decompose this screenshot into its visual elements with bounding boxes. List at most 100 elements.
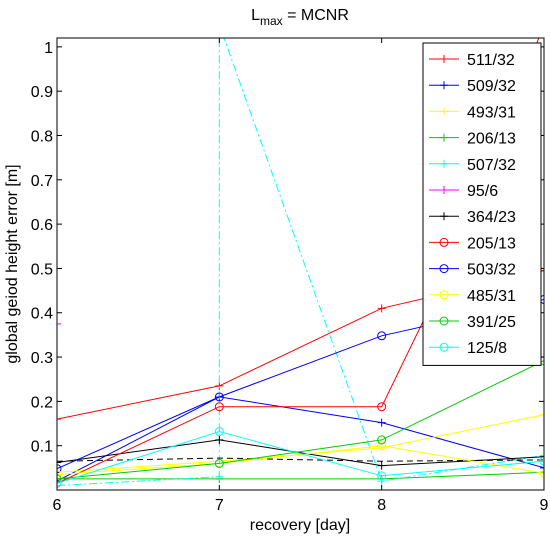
series-95-6: [57, 38, 61, 328]
legend-box: [422, 42, 542, 366]
legend-label: 511/32: [467, 52, 515, 69]
series-line: [57, 439, 544, 467]
data-point: [214, 402, 224, 412]
y-tick-label: 0.1: [31, 439, 53, 456]
series-364-23: [57, 457, 544, 462]
legend-entry: 206/13: [429, 131, 516, 148]
data-point: [57, 319, 61, 328]
legend-swatch-marker: [440, 81, 448, 90]
series-507-32: [57, 38, 544, 490]
data-point: [57, 415, 61, 424]
data-point: [214, 392, 224, 402]
legend-entry: 507/32: [429, 157, 516, 174]
y-tick-label: 0.2: [31, 394, 53, 411]
series-line: [57, 360, 544, 480]
data-point: [540, 463, 544, 472]
legend-label: 507/32: [467, 157, 516, 174]
legend-label: 205/13: [467, 235, 516, 252]
legend-entry: 364/23: [429, 209, 516, 226]
plot-frame: [56, 37, 545, 491]
chart-title-subscript: max: [260, 14, 283, 28]
axis-ticks: 6 7 8 9 0.1 0.2 0.3 0.4 0.5 0.6 0.7 0.8 0.9 1: [31, 38, 549, 514]
y-tick-label: 0.8: [31, 128, 53, 145]
y-axis-label: global geiod height error [m]: [4, 164, 21, 363]
legend-swatch-marker: [440, 159, 448, 168]
data-point: [377, 402, 387, 412]
plot-area: [57, 38, 544, 490]
x-tick-label: 6: [53, 497, 62, 514]
data-point: [377, 471, 387, 481]
data-point: [377, 304, 386, 313]
legend-swatch-marker: [439, 342, 449, 352]
legend-label: 509/32: [467, 78, 516, 95]
data-point: [539, 468, 544, 478]
legend-entry: 125/8: [429, 340, 507, 357]
data-point: [539, 456, 544, 466]
legend-swatch-marker: [439, 316, 449, 326]
series-line: [57, 445, 544, 475]
chart-title: Lmax = MCNR: [251, 7, 349, 28]
legend-swatch-marker: [439, 237, 449, 247]
series-125-8: [57, 427, 544, 488]
legend-swatch-marker: [440, 212, 448, 221]
series-line: [57, 396, 544, 482]
chart-title-rest: = MCNR: [283, 7, 349, 24]
data-point: [540, 410, 544, 419]
x-tick-label: 7: [215, 497, 224, 514]
y-tick-label: 0.3: [31, 350, 53, 367]
legend-label: 493/31: [467, 104, 516, 121]
legend-swatch-marker: [440, 107, 448, 116]
series-364-23: [57, 435, 544, 470]
legend-swatch-marker: [440, 133, 448, 142]
legend-swatch-marker: [439, 290, 449, 300]
data-point: [215, 435, 224, 444]
x-tick-label: 9: [540, 497, 549, 514]
legend-entry: 205/13: [429, 235, 516, 252]
x-axis-label: recovery [day]: [250, 517, 350, 534]
data-point: [377, 441, 387, 451]
series-493-31: [57, 410, 544, 477]
y-tick-label: 0.6: [31, 217, 53, 234]
legend-label: 391/25: [467, 314, 516, 331]
chart-title-main: L: [251, 7, 260, 24]
legend-swatch-marker: [439, 264, 449, 274]
data-point: [57, 458, 61, 467]
y-tick-label: 0.7: [31, 173, 53, 190]
legend-entry: 503/32: [429, 262, 516, 279]
legend-label: 95/6: [467, 183, 498, 200]
legend: 511/32 509/32 493/31 206/13 507/32 95/6 364/23…: [422, 42, 542, 366]
legend-label: 503/32: [467, 262, 516, 279]
legend-entry: 95/6: [429, 183, 498, 200]
legend-entry: 509/32: [429, 78, 516, 95]
series-line: [57, 471, 544, 480]
data-point: [377, 418, 386, 427]
data-point: [215, 472, 224, 481]
series-line: [57, 430, 544, 484]
data-point: [377, 331, 387, 341]
data-point: [214, 427, 224, 437]
legend-label: 206/13: [467, 131, 516, 148]
data-point: [540, 451, 544, 460]
y-tick-label: 0.9: [31, 84, 53, 101]
data-point: [57, 478, 62, 488]
series-391-25: [57, 356, 544, 484]
y-tick-label: 0.4: [31, 306, 53, 323]
legend-entry: 511/32: [429, 52, 515, 69]
legend-label: 364/23: [467, 209, 516, 226]
legend-entry: 391/25: [429, 314, 516, 331]
data-point: [57, 474, 62, 484]
legend-swatch-marker: [440, 186, 448, 194]
y-tick-label: 1: [44, 40, 53, 57]
x-tick-label: 8: [377, 497, 386, 514]
series-206-13: [57, 468, 544, 483]
data-point: [57, 464, 62, 474]
data-point: [57, 477, 61, 486]
data-point: [214, 458, 224, 468]
legend-label: 485/31: [467, 288, 516, 305]
data-point: [57, 469, 62, 479]
data-point: [57, 481, 61, 490]
series-line: [57, 38, 544, 487]
data-point: [377, 461, 386, 470]
data-point: [377, 477, 386, 486]
